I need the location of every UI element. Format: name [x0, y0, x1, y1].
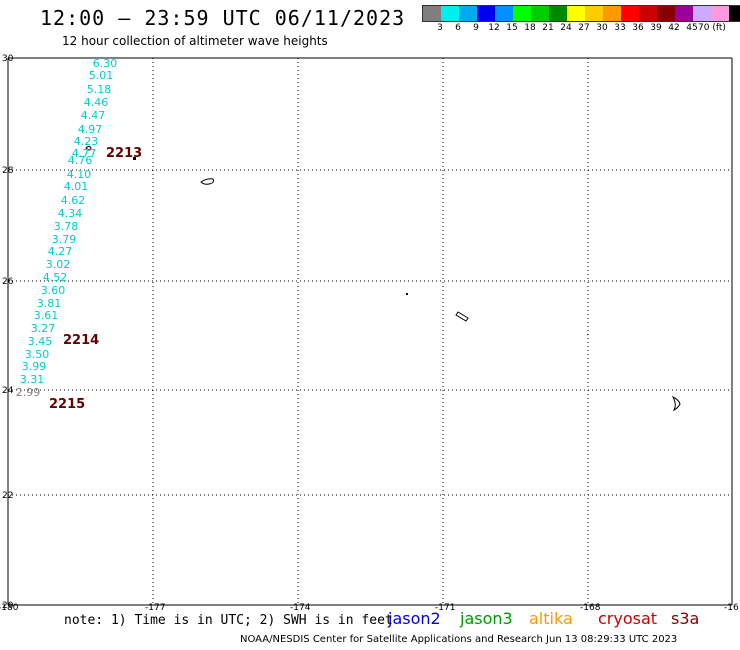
credit-text: NOAA/NESDIS Center for Satellite Applica… — [240, 634, 678, 645]
wave-height-reading: 4.10 — [67, 168, 92, 181]
island-outline — [85, 146, 92, 151]
color-swatch — [495, 6, 513, 21]
wave-height-reading: 4.27 — [48, 245, 73, 258]
lat-tick-label: 22 — [2, 491, 13, 501]
color-swatch — [459, 6, 477, 21]
color-scale-tick-label: 70 (ft) — [698, 23, 726, 33]
wave-height-reading: 4.62 — [61, 194, 86, 207]
color-swatch — [567, 6, 585, 21]
island-outline — [455, 311, 469, 322]
color-scale-tick-label: 21 — [542, 23, 554, 33]
color-scale-tick-label: 39 — [650, 23, 662, 33]
color-scale-tick-label: 3 — [437, 23, 443, 33]
color-scale-tick-label: 27 — [578, 23, 590, 33]
wave-height-reading: 5.01 — [89, 69, 114, 82]
lat-tick-label: 30 — [2, 54, 14, 64]
wave-height-reading: 3.45 — [28, 335, 53, 348]
island-outline — [406, 293, 408, 295]
color-scale-tick-label: 18 — [524, 23, 536, 33]
wave-height-reading: 4.01 — [64, 180, 89, 193]
wave-height-reading: 4.76 — [68, 154, 93, 167]
wave-height-reading: 4.77 — [72, 147, 97, 160]
lat-tick-label: 26 — [2, 277, 14, 287]
color-swatch — [657, 6, 675, 21]
color-scale-tick-label: 24 — [560, 23, 572, 33]
wave-height-reading: 3.60 — [41, 284, 66, 297]
island-outline — [133, 157, 136, 160]
wave-height-reading: 6.30 — [93, 57, 118, 70]
color-scale-tick-label: 9 — [473, 23, 479, 33]
color-swatch — [477, 6, 495, 21]
color-swatch — [585, 6, 603, 21]
mission-legend-item: jason2 — [388, 609, 441, 628]
mission-legend-item: jason3 — [460, 609, 513, 628]
wave-height-reading: 3.27 — [31, 322, 56, 335]
chart-title: 12:00 – 23:59 UTC 06/11/2023 — [40, 6, 406, 30]
color-scale-tick-label: 30 — [596, 23, 608, 33]
lat-tick-label: 28 — [2, 166, 14, 176]
wave-height-reading: 4.46 — [84, 96, 109, 109]
mission-legend-item: altika — [529, 609, 573, 628]
color-swatch — [441, 6, 459, 21]
chart-subtitle: 12 hour collection of altimeter wave hei… — [62, 34, 328, 48]
color-swatch — [693, 6, 711, 21]
wave-height-reading: 4.23 — [74, 135, 99, 148]
color-swatch — [621, 6, 639, 21]
wave-height-reading: 3.81 — [37, 297, 62, 310]
lon-tick-label: -16 — [724, 603, 739, 613]
wave-height-reading: 4.47 — [81, 109, 106, 122]
wave-height-reading: 3.79 — [52, 233, 77, 246]
lon-tick-label: -168 — [580, 603, 601, 613]
color-scale-tick-label: 33 — [614, 23, 626, 33]
island-outlines — [85, 146, 681, 412]
color-swatch — [711, 6, 729, 21]
wave-height-reading: 5.18 — [87, 83, 112, 96]
island-outline — [671, 395, 681, 412]
color-scale-tick-label: 15 — [506, 23, 518, 33]
wave-height-reading: 4.52 — [43, 271, 68, 284]
wave-height-reading: 2.99 — [16, 386, 41, 399]
color-swatch — [675, 6, 693, 21]
color-swatch — [549, 6, 567, 21]
lat-tick-label: 20 — [2, 601, 14, 611]
color-scale-tick-label: 6 — [455, 23, 461, 33]
axis-tick-labels: -180 -177 -174 -171 -168 -16 30 28 26 24 22 20 — [0, 54, 739, 613]
color-scale-tick-label: 12 — [488, 23, 500, 33]
lon-tick-label: -180 — [0, 603, 19, 613]
wave-height-reading: 4.34 — [58, 207, 83, 220]
color-scale-tick-label: 36 — [632, 23, 644, 33]
pass-time-label: 2213 — [106, 146, 142, 161]
color-swatch — [423, 6, 441, 21]
island-outline — [587, 334, 588, 335]
wave-height-reading: 4.97 — [78, 123, 103, 136]
wave-height-reading: 3.31 — [20, 373, 45, 386]
pass-time-label: 2215 — [49, 397, 85, 412]
color-scale-bar — [422, 5, 740, 22]
pass-time-label: 2214 — [63, 333, 99, 348]
color-swatch — [531, 6, 549, 21]
wave-height-readings: 6.305.015.184.464.474.974.234.774.764.10… — [16, 57, 118, 399]
island-outline — [200, 178, 214, 185]
wave-height-reading: 3.61 — [34, 309, 59, 322]
pass-time-labels: 2213 2214 2215 — [49, 146, 142, 412]
mission-legend-item: cryosat — [598, 609, 658, 628]
wave-height-reading: 3.02 — [46, 258, 71, 271]
color-swatch — [639, 6, 657, 21]
wave-height-reading: 3.78 — [54, 220, 79, 233]
color-scale-tick-label: 42 — [668, 23, 680, 33]
note-text: note: 1) Time is in UTC; 2) SWH is in fe… — [64, 613, 393, 628]
lat-tick-label: 24 — [2, 386, 14, 396]
wave-height-reading: 3.50 — [25, 348, 50, 361]
mission-legend-item: s3a — [671, 609, 700, 628]
wave-height-reading: 3.99 — [22, 360, 47, 373]
color-scale-tick-label: 45 — [686, 23, 698, 33]
lon-tick-label: -171 — [435, 603, 455, 613]
lon-tick-label: -174 — [290, 603, 311, 613]
lat-lon-grid — [7, 57, 733, 606]
color-swatch — [603, 6, 621, 21]
color-swatch — [513, 6, 531, 21]
lon-tick-label: -177 — [145, 603, 165, 613]
color-swatch — [729, 6, 740, 21]
